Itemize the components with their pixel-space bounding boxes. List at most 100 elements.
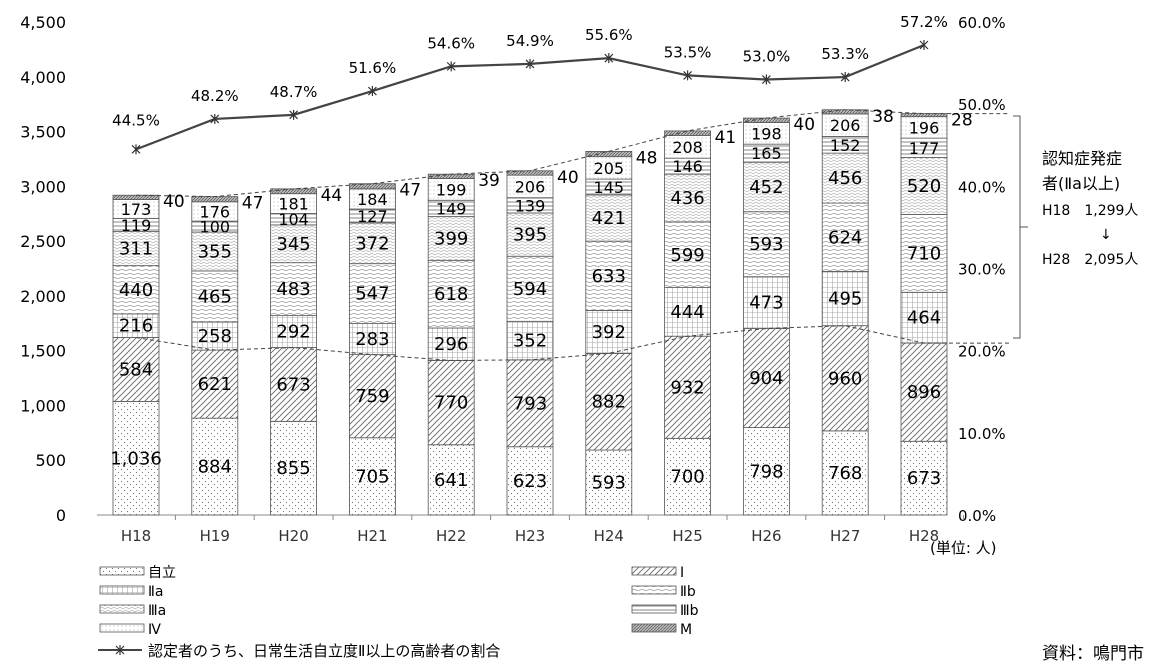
- bar-segment: [585, 353, 633, 451]
- bar-segment: [427, 327, 475, 361]
- bar-data-label: 127: [357, 207, 388, 226]
- line-data-label: 57.2%: [900, 13, 948, 31]
- bar-data-label: 624: [828, 227, 862, 248]
- bar-data-label: 208: [672, 138, 703, 157]
- bar-data-label: 1,036: [110, 448, 162, 469]
- bar-data-label: 38: [872, 107, 894, 127]
- bar-data-label: 452: [749, 177, 783, 198]
- line-data-label: 48.2%: [191, 87, 239, 105]
- legend-label: Ⅱa: [148, 584, 163, 600]
- bar-segment: [900, 214, 948, 293]
- bar-data-label: 184: [357, 190, 388, 209]
- bar-data-label: 641: [434, 470, 468, 491]
- line-data-label: 54.9%: [506, 32, 554, 50]
- bar-segment: [427, 216, 475, 261]
- bar-segment: [585, 449, 633, 516]
- bar-data-label: 705: [355, 466, 389, 487]
- bar-data-label: 770: [434, 393, 468, 414]
- bar-data-label: 633: [592, 266, 626, 287]
- annotation-line: 者(Ⅱa以上): [1042, 174, 1120, 193]
- bar-data-label: 177: [909, 139, 940, 158]
- bar-data-label: 623: [513, 471, 547, 492]
- bar-data-label: 395: [513, 225, 547, 246]
- legend-swatch: [631, 623, 677, 633]
- dementia-band-lines: [135, 109, 1010, 361]
- bar-segment: [112, 401, 160, 516]
- legend-label: 自立: [148, 565, 176, 581]
- line-data-label: 44.5%: [112, 111, 160, 129]
- bar-data-label: 618: [434, 284, 468, 305]
- source-label: 資料：鳴門市: [1042, 644, 1144, 661]
- bar-data-label: 206: [515, 177, 546, 196]
- bar-data-label: 436: [670, 188, 704, 209]
- bar-data-label: 593: [592, 473, 626, 494]
- line-marker: [919, 40, 929, 51]
- bar-data-label: 440: [119, 280, 153, 301]
- bar-segment: [427, 173, 475, 179]
- bar-data-label: 181: [278, 195, 309, 214]
- bar-segment: [270, 420, 318, 516]
- legend-swatch: [99, 585, 145, 595]
- bar-data-label: 258: [198, 326, 232, 347]
- bar-data-label: 149: [436, 199, 467, 218]
- bar-data-label: 483: [276, 279, 310, 300]
- legend-swatch: [99, 623, 145, 633]
- bar-data-label: 173: [121, 200, 152, 219]
- y-left-tick-label: 3,000: [20, 177, 66, 196]
- bar-segment: [191, 231, 239, 272]
- bar-data-label: 673: [276, 374, 310, 395]
- bar-data-label: 960: [828, 368, 862, 389]
- bar-segment: [348, 323, 396, 356]
- dashed-line-lower: [135, 325, 1010, 361]
- bar-data-label: 710: [907, 243, 941, 264]
- bar-segment: [348, 263, 396, 325]
- bar-segment: [506, 320, 554, 361]
- line-marker: [289, 109, 299, 120]
- legend-swatch: [631, 585, 677, 595]
- bar-data-label: 352: [513, 331, 547, 352]
- line-data-label: 53.5%: [664, 43, 712, 61]
- annotation-line: H18 1,299人: [1042, 203, 1138, 219]
- bars: [112, 109, 948, 516]
- bar-segment: [821, 430, 869, 516]
- bar-segment: [743, 427, 790, 516]
- bar-segment: [585, 310, 633, 354]
- line-data-label: 53.3%: [821, 45, 869, 63]
- bar-data-label: 40: [793, 115, 815, 135]
- bar-segment: [270, 262, 318, 317]
- legend-line-marker: [115, 645, 125, 655]
- line-marker: [210, 113, 220, 124]
- bar-data-label: 216: [119, 316, 153, 337]
- bar-data-label: 39: [478, 171, 500, 191]
- legend-label: Ⅱb: [680, 584, 696, 600]
- ratio-line-series: [131, 40, 929, 155]
- y-right-tick-label: 0.0%: [958, 507, 996, 525]
- y-left-tick-label: 3,500: [20, 123, 66, 142]
- y-left-tick-label: 0: [56, 506, 66, 525]
- bar-segment: [821, 202, 869, 272]
- line-data-label: 48.7%: [270, 83, 318, 101]
- y-right-tick-label: 40.0%: [958, 178, 1006, 196]
- legend-label: 認定者のうち、日常生活自立度Ⅱ以上の高齢者の割合: [148, 642, 500, 660]
- bar-data-label: 40: [557, 168, 579, 188]
- bar-segment: [506, 359, 554, 448]
- line-data-label: 55.6%: [585, 26, 633, 44]
- bar-segment: [112, 337, 160, 402]
- annotation-line: H28 2,095人: [1042, 252, 1138, 268]
- y-right-tick-label: 60.0%: [958, 14, 1006, 32]
- bar-segment: [427, 360, 475, 446]
- bar-data-label: 673: [907, 468, 941, 489]
- y-left-tick-label: 4,500: [20, 13, 66, 32]
- bar-segment: [270, 347, 318, 422]
- x-tick-label: H19: [200, 527, 230, 545]
- legend: 自立 Ⅰ Ⅱa Ⅱb Ⅲa Ⅲb Ⅳ M 認定者のうち、日常生活自立度Ⅱ以上の高齢者の割合: [98, 565, 699, 660]
- bar-segment: [427, 444, 475, 516]
- data-labels: 44.5% 48.2% 48.7% 51.6% 54.6% 54.9% 55.6% 53.5%…: [110, 13, 972, 494]
- bar-segment: [664, 335, 711, 439]
- bar-segment: [900, 157, 948, 215]
- legend-label: M: [680, 622, 692, 638]
- bar-segment: [270, 315, 318, 348]
- bar-data-label: 464: [907, 308, 941, 329]
- dashed-line-upper: [135, 109, 1010, 198]
